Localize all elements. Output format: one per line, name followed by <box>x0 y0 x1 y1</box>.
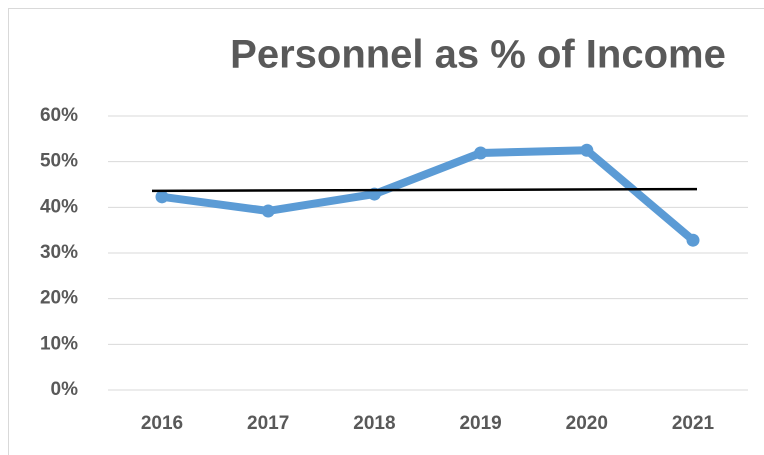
x-tick-label: 2019 <box>459 413 501 434</box>
y-tick-label: 10% <box>40 333 78 354</box>
x-tick-label: 2021 <box>672 413 715 434</box>
y-tick-label: 60% <box>40 105 78 126</box>
trendline <box>151 187 698 193</box>
series-line <box>161 146 696 244</box>
x-tick-label: 2016 <box>141 413 183 434</box>
x-tick-label: 2018 <box>353 413 395 434</box>
x-tick-label: 2020 <box>566 413 608 434</box>
y-tick-label: 40% <box>40 196 78 217</box>
y-tick-label: 20% <box>40 288 78 309</box>
chart-title: Personnel as % of Income <box>230 33 726 77</box>
data-point <box>261 204 275 218</box>
data-point <box>686 233 700 247</box>
x-tick-label: 2017 <box>247 413 289 434</box>
y-tick-label: 0% <box>51 379 79 400</box>
chart-frame <box>8 8 764 455</box>
y-tick-label: 30% <box>40 242 78 263</box>
data-point <box>580 143 594 157</box>
data-point <box>474 146 488 160</box>
data-point <box>155 190 169 204</box>
y-tick-label: 50% <box>40 151 78 172</box>
